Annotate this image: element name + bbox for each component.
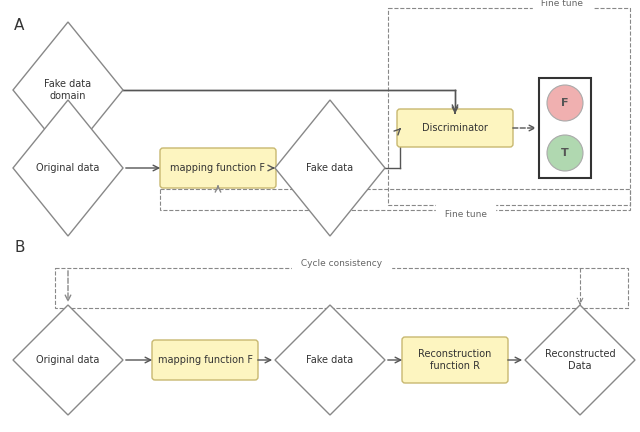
Circle shape: [547, 135, 583, 171]
FancyBboxPatch shape: [397, 109, 513, 147]
Text: Discriminator: Discriminator: [422, 123, 488, 133]
Text: mapping function F: mapping function F: [157, 355, 253, 365]
Text: Original data: Original data: [36, 163, 100, 173]
Polygon shape: [13, 305, 123, 415]
Text: Fine tune: Fine tune: [442, 210, 490, 219]
Bar: [160, 189, 630, 210]
FancyBboxPatch shape: [160, 148, 276, 188]
Polygon shape: [275, 305, 385, 415]
Text: Fake data
domain: Fake data domain: [44, 79, 92, 101]
Text: Cycle consistency: Cycle consistency: [298, 259, 385, 268]
Text: Original data: Original data: [36, 355, 100, 365]
Text: mapping function F: mapping function F: [170, 163, 266, 173]
Text: Reconstructed
Data: Reconstructed Data: [545, 349, 615, 371]
FancyBboxPatch shape: [402, 337, 508, 383]
Text: A: A: [14, 18, 24, 33]
Text: T: T: [561, 148, 569, 158]
Bar: [539, 78, 591, 178]
Polygon shape: [525, 305, 635, 415]
Text: F: F: [561, 98, 569, 108]
Polygon shape: [13, 100, 123, 236]
Text: B: B: [14, 240, 24, 255]
Text: Fake data: Fake data: [307, 163, 353, 173]
Bar: [55, 268, 628, 308]
Bar: [388, 8, 630, 205]
FancyBboxPatch shape: [152, 340, 258, 380]
Polygon shape: [275, 100, 385, 236]
Polygon shape: [13, 22, 123, 158]
Text: Reconstruction
function R: Reconstruction function R: [419, 349, 492, 371]
Text: Fine tune: Fine tune: [538, 0, 586, 8]
Circle shape: [547, 85, 583, 121]
Text: Fake data: Fake data: [307, 355, 353, 365]
